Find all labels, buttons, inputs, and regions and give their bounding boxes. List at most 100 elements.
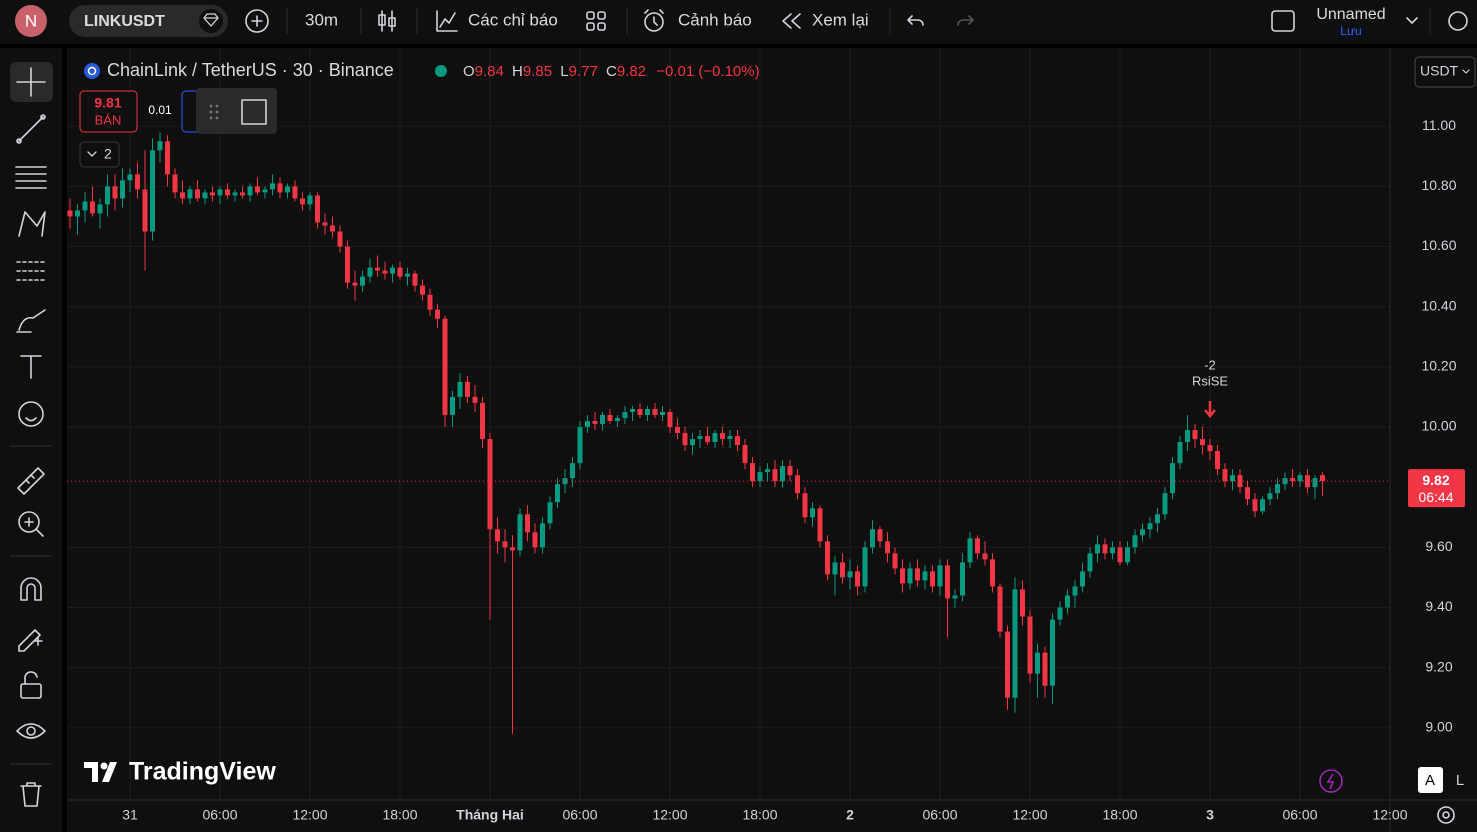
- delete-tool[interactable]: [20, 782, 42, 807]
- floating-drawing-toolbar-part[interactable]: [209, 110, 213, 114]
- currency-button[interactable]: USDT: [1414, 56, 1476, 88]
- collapse-button-part[interactable]: [87, 151, 97, 157]
- avatar-part[interactable]: [15, 5, 47, 37]
- brush-tool-part[interactable]: [16, 309, 46, 333]
- symbol-search-part[interactable]: [199, 9, 223, 33]
- collapse-button-part[interactable]: [79, 141, 120, 168]
- ruler-tool-part[interactable]: [17, 467, 45, 495]
- trend-line-tool-part[interactable]: [16, 138, 22, 144]
- quick-search[interactable]: [1448, 11, 1468, 31]
- alerts-button-part[interactable]: [644, 9, 664, 26]
- lock-drawing-tool-part[interactable]: [18, 629, 43, 652]
- currency-button-part[interactable]: [1462, 69, 1470, 74]
- trend-line-tool-part[interactable]: [18, 116, 44, 142]
- auto-scale-button-part[interactable]: [1418, 767, 1443, 793]
- cursor-tool[interactable]: [16, 67, 46, 97]
- floating-drawing-toolbar-part[interactable]: [196, 88, 277, 134]
- lightning-button[interactable]: [1319, 769, 1343, 793]
- visibility-tool-part[interactable]: [26, 726, 36, 736]
- templates-button-part[interactable]: [597, 22, 606, 31]
- floating-drawing-toolbar-part[interactable]: [215, 104, 219, 108]
- redo-button-part[interactable]: [957, 15, 974, 26]
- currency-button-part[interactable]: [1414, 56, 1476, 88]
- floating-drawing-toolbar-part[interactable]: [215, 116, 219, 120]
- sell-button[interactable]: 9.81 BÁN: [79, 90, 138, 133]
- lock-drawing-tool[interactable]: [18, 629, 43, 652]
- ruler-tool[interactable]: [17, 467, 45, 495]
- currency[interactable]: USDT: [1420, 63, 1459, 79]
- layout-button-part[interactable]: [1406, 17, 1418, 24]
- floating-drawing-toolbar-part[interactable]: [209, 116, 213, 120]
- templates-button-part[interactable]: [597, 11, 606, 20]
- interval[interactable]: 30m: [305, 10, 338, 29]
- collapse-button[interactable]: 2: [79, 141, 120, 168]
- layout-button[interactable]: Unnamed Lưu: [1271, 6, 1418, 38]
- delete-tool-part[interactable]: [20, 782, 42, 807]
- replay-button[interactable]: Xem lại: [782, 10, 869, 29]
- compare-button-part[interactable]: [251, 15, 263, 27]
- layout-button-part[interactable]: [1271, 10, 1295, 32]
- auto-scale-label[interactable]: A: [1425, 772, 1435, 789]
- log-scale-button[interactable]: L: [1456, 772, 1464, 789]
- magnet-tool[interactable]: [20, 577, 42, 601]
- indicators-label[interactable]: Các chỉ báo: [468, 10, 558, 29]
- undo-button[interactable]: [907, 15, 924, 26]
- text-tool[interactable]: [20, 355, 42, 379]
- symbol-search-part[interactable]: [69, 5, 228, 37]
- emoji-tool[interactable]: [18, 401, 44, 427]
- alerts-button-part[interactable]: [644, 12, 664, 32]
- chart-type-button-part[interactable]: [388, 17, 396, 27]
- symbol[interactable]: LINKUSDT: [84, 13, 165, 30]
- chart-type-button[interactable]: [378, 10, 396, 32]
- cursor-tool-part[interactable]: [16, 67, 46, 97]
- settings-button-part[interactable]: [1442, 811, 1450, 819]
- indicators-button[interactable]: Các chỉ báo: [436, 10, 558, 32]
- save-label[interactable]: Lưu: [1340, 24, 1361, 38]
- templates-button-part[interactable]: [586, 11, 595, 20]
- settings-button-part[interactable]: [1437, 806, 1455, 824]
- alerts-button[interactable]: Cảnh báo: [644, 9, 752, 32]
- symbol-search-part[interactable]: [203, 13, 219, 27]
- templates-button-part[interactable]: [586, 22, 595, 31]
- replay-label[interactable]: Xem lại: [812, 10, 869, 29]
- collapse-count[interactable]: 2: [104, 146, 112, 162]
- avatar[interactable]: N: [15, 5, 47, 37]
- lock-tool-part[interactable]: [20, 683, 42, 699]
- sell-button-part[interactable]: [79, 90, 138, 133]
- pattern-tool[interactable]: [18, 211, 46, 237]
- zoom-tool-part[interactable]: [24, 517, 44, 537]
- lightning-button-part[interactable]: [1326, 773, 1335, 790]
- sell-price[interactable]: 9.81: [94, 95, 121, 111]
- quick-search-part[interactable]: [1448, 11, 1468, 31]
- trend-line-tool-part[interactable]: [40, 114, 46, 120]
- symbol-search[interactable]: LINKUSDT: [69, 5, 228, 37]
- templates-button[interactable]: [586, 11, 606, 31]
- alerts-label[interactable]: Cảnh báo: [678, 10, 752, 29]
- prediction-tool-part[interactable]: [16, 261, 46, 281]
- magnet-tool-part[interactable]: [20, 577, 42, 601]
- floating-drawing-toolbar-part[interactable]: [215, 110, 219, 114]
- compare-button-part[interactable]: [245, 9, 269, 33]
- chart-type-button-part[interactable]: [378, 14, 386, 26]
- sell-label[interactable]: BÁN: [95, 112, 122, 127]
- redo-button[interactable]: [957, 15, 974, 26]
- visibility-tool-part[interactable]: [16, 723, 46, 739]
- pattern-tool-part[interactable]: [18, 211, 46, 237]
- floating-drawing-toolbar-part[interactable]: [241, 99, 267, 125]
- indicators-button-part[interactable]: [436, 10, 458, 32]
- emoji-tool-part[interactable]: [18, 401, 44, 427]
- zoom-tool-part[interactable]: [18, 511, 40, 533]
- visibility-tool[interactable]: [16, 723, 46, 739]
- prediction-tool[interactable]: [16, 261, 46, 281]
- text-tool-part[interactable]: [20, 355, 42, 379]
- compare-button[interactable]: [245, 9, 269, 33]
- lightning-button-part[interactable]: [1319, 769, 1343, 793]
- lock-tool[interactable]: [20, 671, 42, 699]
- auto-scale-button[interactable]: A: [1418, 767, 1443, 793]
- emoji-tool-part[interactable]: [25, 417, 37, 422]
- trend-line-tool[interactable]: [16, 114, 46, 144]
- fib-tool[interactable]: [15, 166, 47, 189]
- undo-button-part[interactable]: [907, 15, 924, 26]
- brush-tool[interactable]: [16, 309, 46, 333]
- layout-name[interactable]: Unnamed: [1316, 6, 1385, 23]
